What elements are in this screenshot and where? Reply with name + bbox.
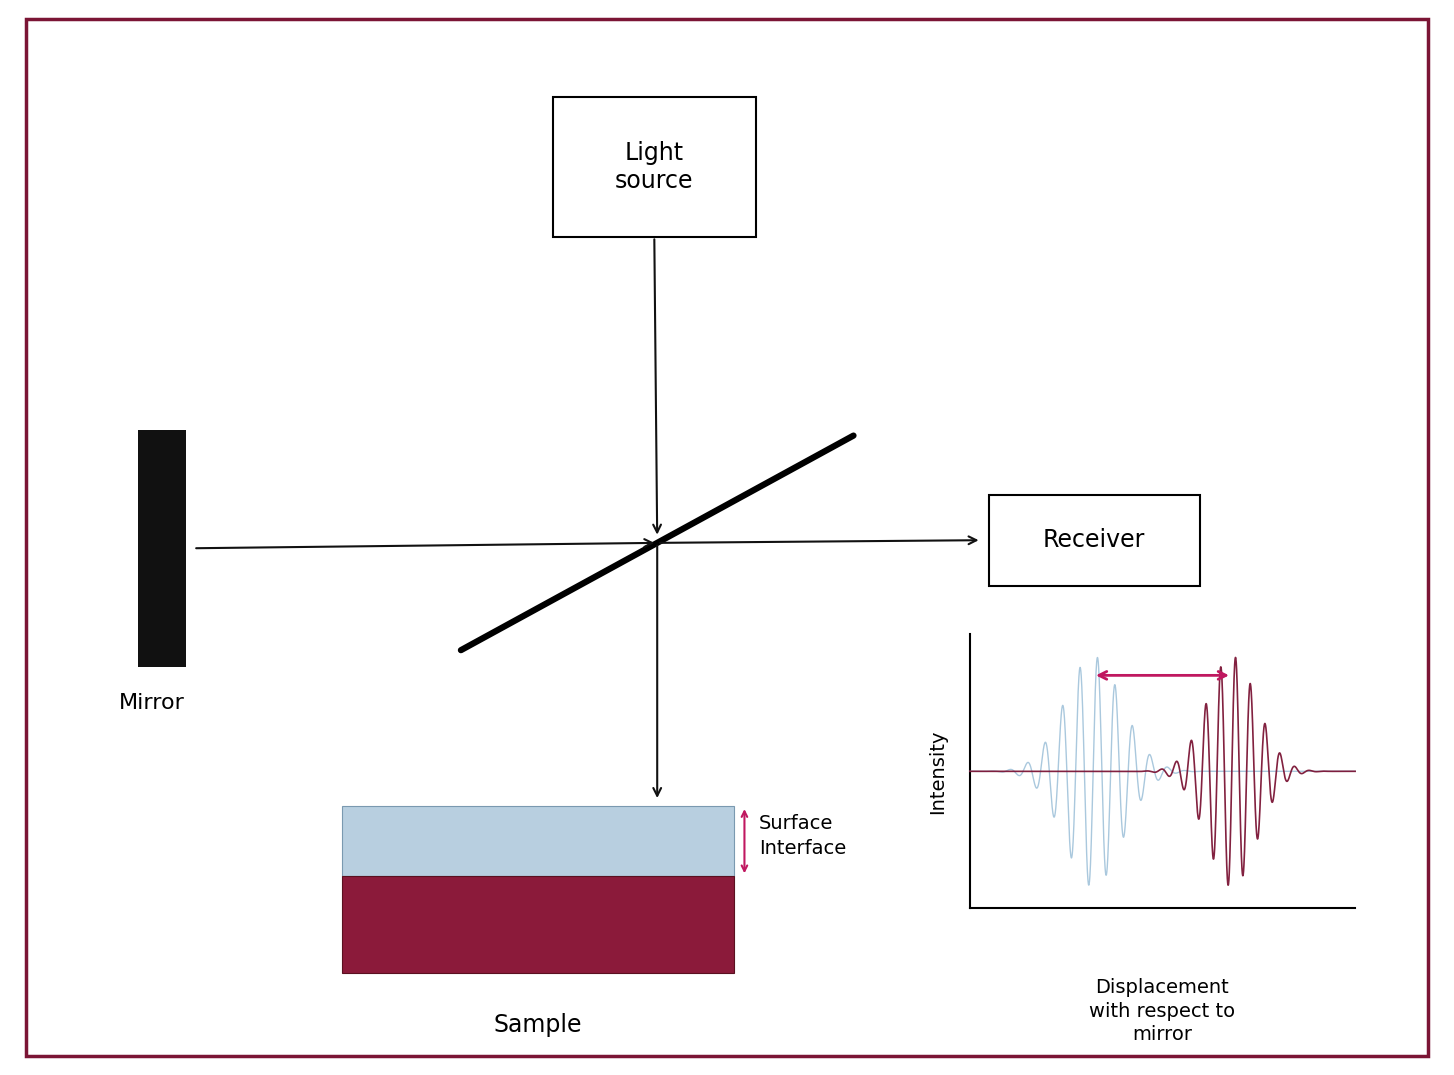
Text: Mirror: Mirror [119,693,185,714]
Text: Intensity: Intensity [928,729,948,814]
FancyBboxPatch shape [989,494,1200,586]
Bar [342,806,734,876]
Text: Displacement
with respect to
mirror: Displacement with respect to mirror [1089,978,1236,1044]
Text: Surface
Interface: Surface Interface [759,815,846,858]
FancyBboxPatch shape [553,97,756,236]
Bar [342,876,734,973]
Bar [138,430,186,666]
Text: Sample: Sample [494,1013,582,1036]
Text: Receiver: Receiver [1043,528,1146,553]
Text: Light
source: Light source [615,141,694,192]
